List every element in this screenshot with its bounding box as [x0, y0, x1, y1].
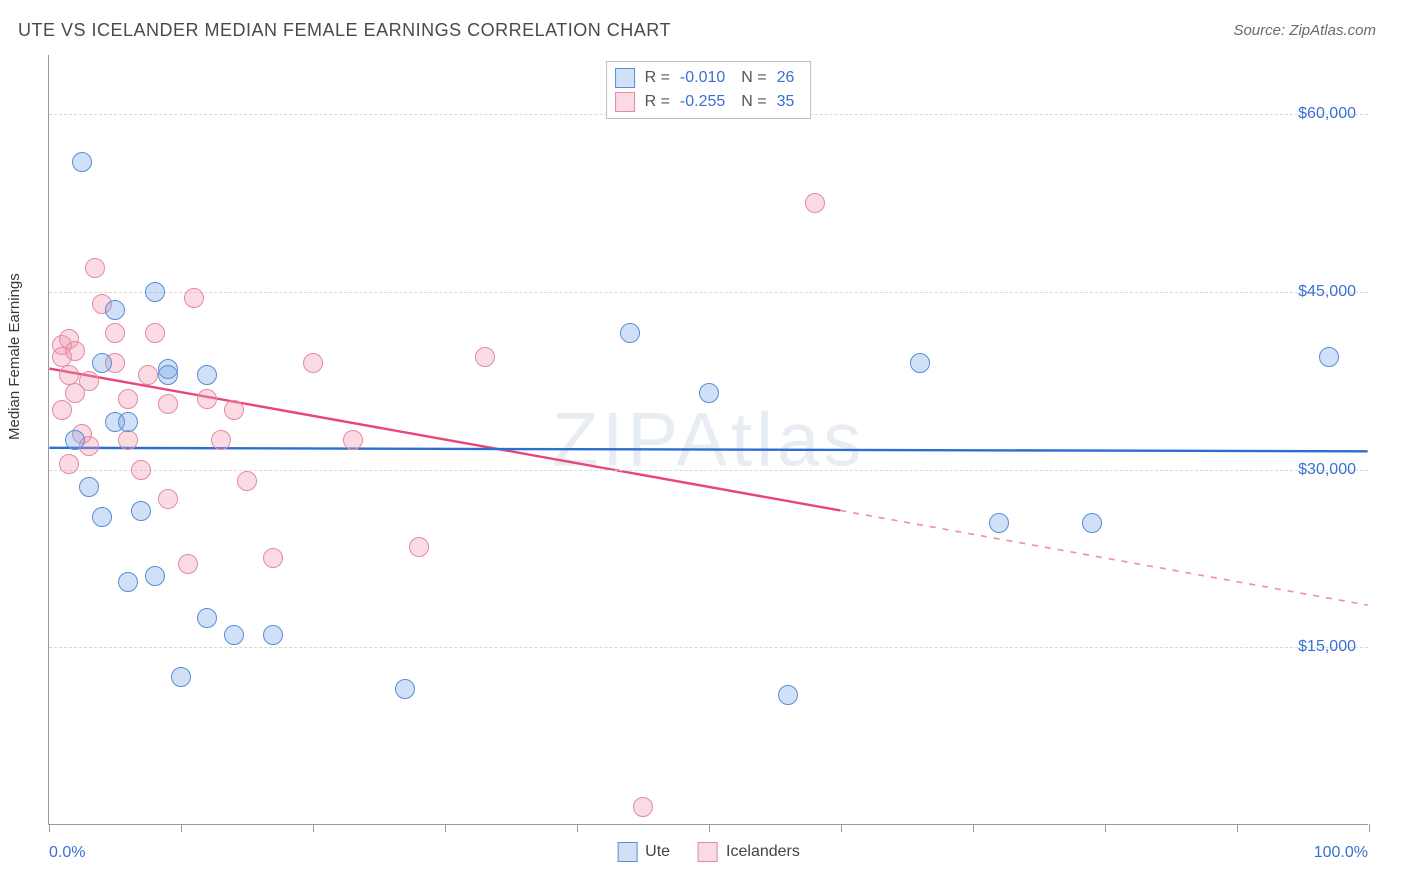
- data-point-icelanders: [158, 394, 178, 414]
- legend-r-value-icelanders: -0.255: [678, 93, 731, 111]
- data-point-ute: [92, 507, 112, 527]
- x-tick: [1237, 824, 1238, 832]
- legend-item-ute: Ute: [617, 842, 670, 862]
- y-tick-label: $30,000: [1298, 461, 1356, 479]
- data-point-icelanders: [65, 341, 85, 361]
- data-point-icelanders: [475, 347, 495, 367]
- legend-n-label: N =: [741, 93, 766, 111]
- data-point-ute: [131, 501, 151, 521]
- swatch-ute-icon: [615, 68, 635, 88]
- x-tick-label: 100.0%: [1314, 844, 1368, 862]
- y-tick-label: $60,000: [1298, 105, 1356, 123]
- data-point-icelanders: [105, 323, 125, 343]
- data-point-ute: [72, 152, 92, 172]
- data-point-icelanders: [118, 430, 138, 450]
- x-tick: [49, 824, 50, 832]
- y-axis-label: Median Female Earnings: [6, 273, 23, 440]
- gridline: [49, 470, 1368, 471]
- x-tick: [841, 824, 842, 832]
- x-tick: [445, 824, 446, 832]
- legend-r-value-ute: -0.010: [678, 69, 731, 87]
- data-point-ute: [989, 513, 1009, 533]
- swatch-icelanders-icon: [615, 92, 635, 112]
- legend-series: Ute Icelanders: [617, 842, 800, 862]
- data-point-ute: [620, 323, 640, 343]
- legend-r-label: R =: [645, 69, 670, 87]
- data-point-ute: [145, 282, 165, 302]
- x-tick: [709, 824, 710, 832]
- data-point-ute: [118, 572, 138, 592]
- data-point-ute: [145, 566, 165, 586]
- data-point-ute: [158, 365, 178, 385]
- data-point-ute: [171, 667, 191, 687]
- data-point-icelanders: [197, 389, 217, 409]
- data-point-icelanders: [178, 554, 198, 574]
- data-point-icelanders: [145, 323, 165, 343]
- gridline: [49, 292, 1368, 293]
- x-tick: [1105, 824, 1106, 832]
- x-tick: [313, 824, 314, 832]
- legend-r-label: R =: [645, 93, 670, 111]
- data-point-ute: [92, 353, 112, 373]
- chart-title: UTE VS ICELANDER MEDIAN FEMALE EARNINGS …: [18, 20, 671, 41]
- data-point-icelanders: [343, 430, 363, 450]
- data-point-ute: [197, 365, 217, 385]
- legend-item-icelanders: Icelanders: [698, 842, 800, 862]
- data-point-icelanders: [805, 193, 825, 213]
- data-point-icelanders: [52, 400, 72, 420]
- chart-container: UTE VS ICELANDER MEDIAN FEMALE EARNINGS …: [0, 0, 1406, 892]
- data-point-ute: [910, 353, 930, 373]
- data-point-icelanders: [211, 430, 231, 450]
- data-point-ute: [263, 625, 283, 645]
- legend-correlation: R = -0.010 N = 26 R = -0.255 N = 35: [606, 61, 812, 119]
- data-point-ute: [699, 383, 719, 403]
- data-point-icelanders: [633, 797, 653, 817]
- x-tick: [973, 824, 974, 832]
- data-point-icelanders: [79, 371, 99, 391]
- data-point-ute: [65, 430, 85, 450]
- data-point-icelanders: [237, 471, 257, 491]
- plot-area: ZIPAtlas R = -0.010 N = 26 R = -0.255 N …: [48, 55, 1368, 825]
- x-tick: [1369, 824, 1370, 832]
- data-point-icelanders: [158, 489, 178, 509]
- data-point-ute: [1082, 513, 1102, 533]
- gridline: [49, 647, 1368, 648]
- x-tick-label: 0.0%: [49, 844, 85, 862]
- data-point-ute: [79, 477, 99, 497]
- data-point-ute: [118, 412, 138, 432]
- data-point-ute: [395, 679, 415, 699]
- data-point-ute: [778, 685, 798, 705]
- data-point-ute: [224, 625, 244, 645]
- data-point-icelanders: [131, 460, 151, 480]
- data-point-icelanders: [118, 389, 138, 409]
- data-point-icelanders: [224, 400, 244, 420]
- data-point-icelanders: [409, 537, 429, 557]
- x-tick: [577, 824, 578, 832]
- data-point-icelanders: [303, 353, 323, 373]
- y-tick-label: $45,000: [1298, 283, 1356, 301]
- chart-source: Source: ZipAtlas.com: [1233, 22, 1376, 39]
- legend-row-icelanders: R = -0.255 N = 35: [615, 90, 801, 114]
- legend-row-ute: R = -0.010 N = 26: [615, 66, 801, 90]
- data-point-icelanders: [184, 288, 204, 308]
- data-point-ute: [105, 300, 125, 320]
- legend-n-value-ute: 26: [775, 69, 801, 87]
- legend-label-ute: Ute: [645, 843, 670, 861]
- data-point-icelanders: [85, 258, 105, 278]
- legend-n-label: N =: [741, 69, 766, 87]
- data-point-ute: [197, 608, 217, 628]
- data-point-icelanders: [263, 548, 283, 568]
- legend-label-icelanders: Icelanders: [726, 843, 800, 861]
- swatch-ute-icon: [617, 842, 637, 862]
- trend-lines: [49, 55, 1368, 824]
- legend-n-value-icelanders: 35: [775, 93, 801, 111]
- data-point-icelanders: [138, 365, 158, 385]
- swatch-icelanders-icon: [698, 842, 718, 862]
- data-point-icelanders: [59, 454, 79, 474]
- x-tick: [181, 824, 182, 832]
- data-point-ute: [1319, 347, 1339, 367]
- y-tick-label: $15,000: [1298, 638, 1356, 656]
